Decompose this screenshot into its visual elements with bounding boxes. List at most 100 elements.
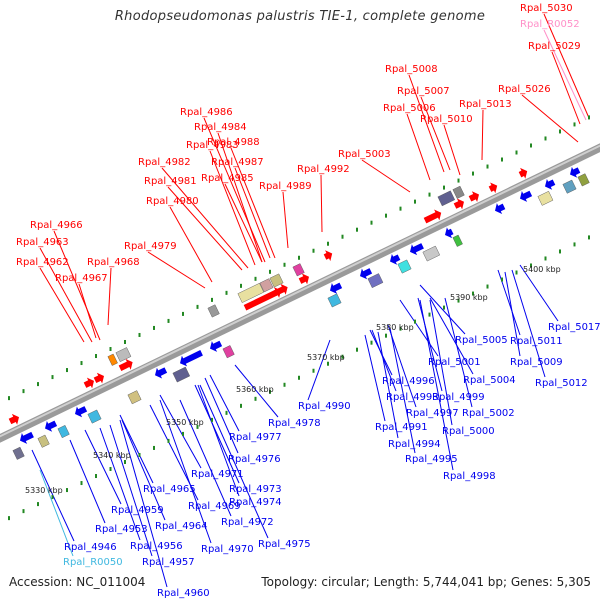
gene-label: Rpal_5005 — [455, 335, 508, 346]
gene-label: Rpal_4953 — [95, 524, 148, 535]
gene-arrow — [298, 273, 310, 285]
gene-label: Rpal_4972 — [221, 517, 274, 528]
leader-line — [217, 132, 263, 263]
gene-arrow — [273, 283, 288, 296]
gene-box-shape — [452, 185, 465, 199]
tick-dot — [138, 332, 141, 337]
gene-arrow — [20, 431, 34, 444]
gene-arrow-shape — [423, 209, 442, 224]
gene-arrow-shape — [495, 203, 506, 214]
gene-label: Rpal_4990 — [298, 401, 351, 412]
gene-arrow-shape — [273, 283, 288, 296]
gene-arrow-shape — [93, 372, 105, 384]
tick-dot — [211, 417, 213, 422]
gene-box — [222, 345, 235, 359]
leader-line — [307, 339, 331, 401]
tick-dot — [225, 290, 228, 295]
gene-box-shape — [12, 446, 25, 460]
gene-label: Rpal_5006 — [383, 103, 436, 114]
gene-arrow-shape — [8, 413, 20, 425]
gene-arrow — [518, 167, 528, 179]
tick-dot — [124, 339, 126, 344]
gene-box-shape — [57, 425, 70, 439]
gene-label: Rpal_5010 — [420, 114, 473, 125]
tick-dot — [573, 242, 576, 247]
gene-arrow-shape — [83, 377, 95, 389]
leader-line — [209, 374, 240, 432]
tick-dot — [66, 488, 68, 493]
gene-box-shape — [269, 273, 284, 288]
leader-line — [39, 267, 85, 343]
gene-box-shape — [422, 245, 441, 262]
tick-dot — [95, 474, 97, 479]
gene-label: Rpal_5030 — [520, 3, 573, 14]
gene-label: Rpal_5003 — [338, 149, 391, 160]
leader-line — [429, 297, 474, 375]
gene-box — [259, 278, 274, 293]
gene-box-shape — [172, 366, 191, 383]
gene-box-shape — [397, 259, 412, 274]
tick-dot — [414, 319, 416, 324]
gene-arrow-shape — [410, 243, 424, 256]
gene-label: Rpal_4988 — [207, 137, 260, 148]
leader-line — [121, 419, 166, 521]
tick-dot — [472, 171, 474, 176]
gene-label: Rpal_4962 — [16, 257, 69, 268]
gene-box — [127, 390, 142, 405]
gene-box — [269, 273, 284, 288]
scale-label: 5400 kbp — [523, 265, 561, 274]
gene-arrow-shape — [520, 190, 533, 202]
minor-tick-dots — [8, 115, 590, 521]
gene-arrow — [445, 227, 454, 239]
tick-dot — [240, 283, 242, 288]
leader-line — [364, 334, 386, 422]
tick-dot — [138, 452, 141, 457]
backbone-line — [0, 143, 600, 443]
tick-dot — [414, 199, 416, 204]
gene-box — [562, 179, 577, 194]
gene-arrow — [390, 253, 401, 265]
gene-label: Rpal_4964 — [155, 521, 208, 532]
gene-box-shape — [577, 173, 590, 187]
tick-dot — [167, 318, 170, 323]
gene-box-shape — [537, 190, 554, 206]
tick-dot — [530, 263, 532, 268]
tick-dot — [254, 396, 257, 401]
gene-box — [207, 304, 220, 318]
tick-dot — [544, 136, 547, 141]
tick-dot — [51, 375, 54, 380]
tick-dot — [486, 164, 489, 169]
tick-dot — [312, 248, 315, 253]
gene-arrow — [570, 166, 581, 178]
scale-label: 5330 kbp — [25, 486, 63, 495]
gene-label: Rpal_4975 — [258, 539, 311, 550]
gene-arrow — [8, 413, 20, 425]
gene-arrow — [520, 190, 533, 202]
tick-dot — [327, 361, 329, 366]
leader-line — [199, 384, 269, 539]
gene-box-shape — [292, 263, 305, 277]
tick-dot — [501, 277, 503, 282]
gene-arrow — [545, 178, 556, 190]
tick-dot — [124, 459, 126, 464]
gene-arrow — [243, 287, 282, 311]
gene-arrow-shape — [210, 340, 223, 352]
gene-arrow-shape — [360, 268, 373, 280]
gene-label: Rpal_4976 — [228, 454, 281, 465]
gene-box — [107, 353, 118, 366]
leader-line — [371, 329, 397, 392]
gene-arrow — [410, 243, 424, 256]
leader-line — [543, 29, 587, 121]
tick-dot — [51, 495, 54, 500]
gene-arrow — [330, 282, 343, 294]
gene-label: Rpal_4999 — [432, 392, 485, 403]
gene-box — [37, 434, 50, 448]
gene-box — [367, 273, 384, 289]
tick-dot — [167, 438, 170, 443]
gene-label: Rpal_5012 — [535, 378, 588, 389]
leader-line — [419, 299, 454, 471]
scale-labels: 5330 kbp 5340 kbp 5350 kbp 5360 kbp 5370 kbp… — [25, 265, 561, 495]
gene-label: Rpal_4959 — [111, 505, 164, 516]
gene-label: Rpal_4967 — [55, 273, 108, 284]
gene-label: Rpal_4981 — [144, 176, 197, 187]
